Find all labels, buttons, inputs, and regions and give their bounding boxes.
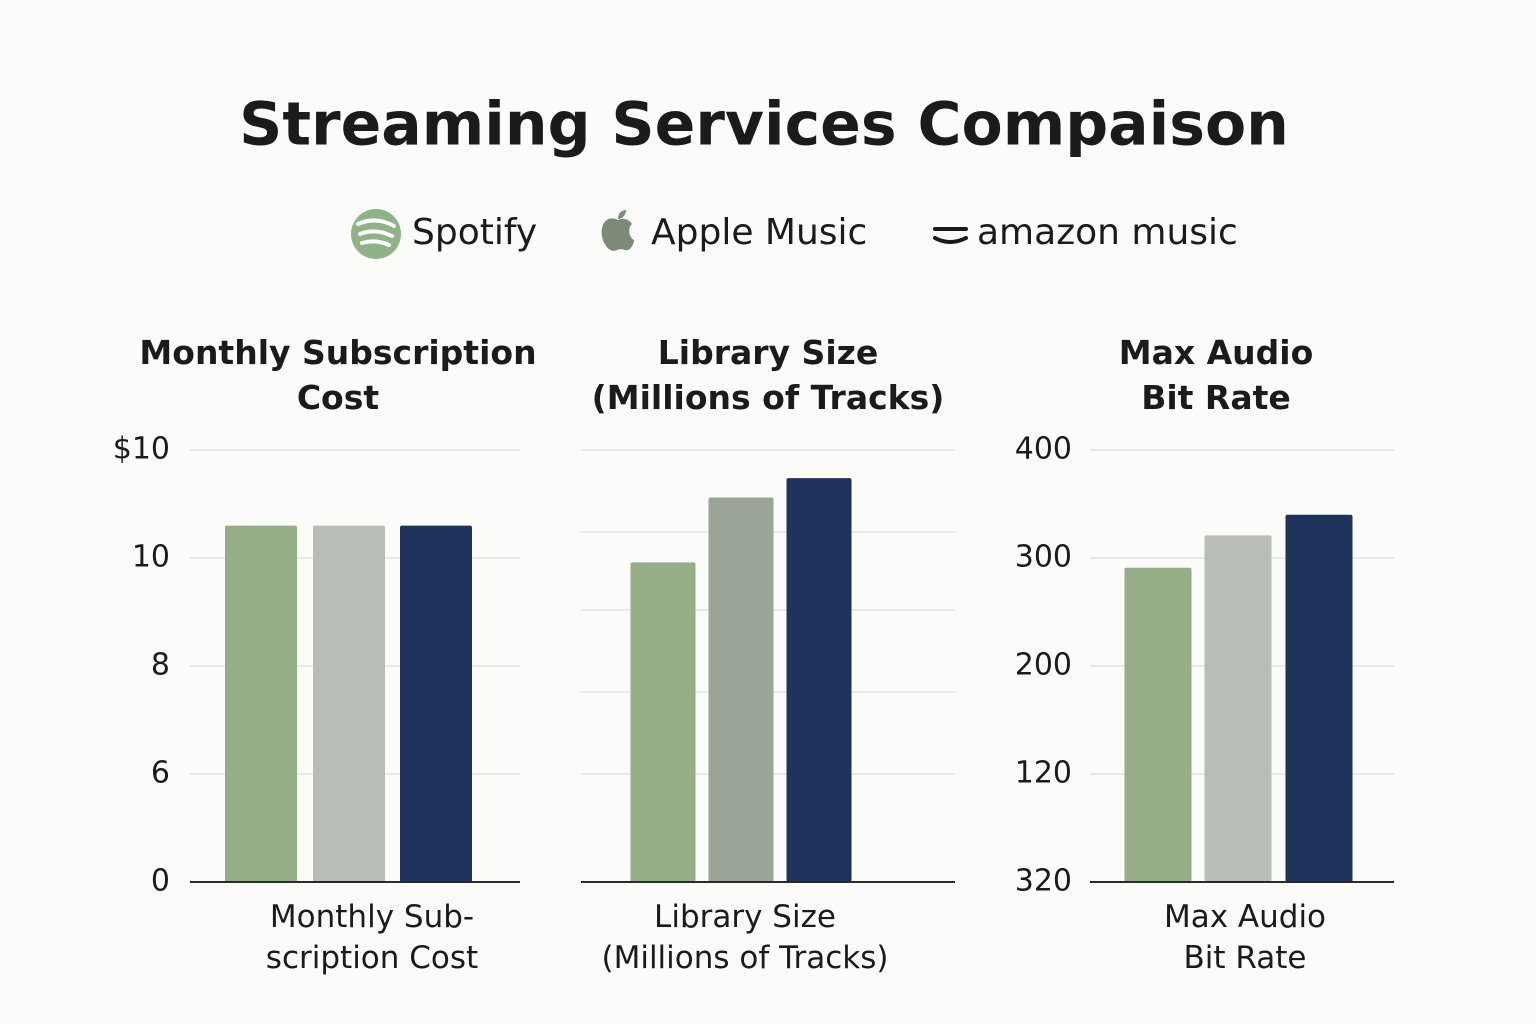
y-tick-label: 300 (1015, 540, 1072, 575)
y-tick-label: 200 (1015, 648, 1072, 683)
amazon-icon (933, 227, 968, 244)
chart-title: Library Size (Millions of Tracks) (591, 333, 945, 417)
x-axis-label: Max Audio Bit Rate (1163, 899, 1327, 976)
bar (630, 562, 696, 882)
bar (1285, 514, 1353, 882)
apple-icon (601, 210, 634, 251)
y-tick-label: 8 (151, 648, 170, 683)
y-tick-label: 120 (1015, 756, 1072, 791)
bar (1124, 567, 1192, 882)
bar (708, 497, 774, 882)
y-tick-label: 320 (1015, 864, 1072, 899)
page-title: Streaming Services Compaison (239, 90, 1289, 160)
x-axis-label: Library Size (Millions of Tracks) (601, 899, 889, 976)
y-tick-label: 10 (132, 540, 170, 575)
chart-title: Monthly Subscription Cost (139, 333, 537, 417)
bar (400, 525, 472, 882)
bar (225, 525, 297, 882)
legend-label: Apple Music (651, 212, 867, 253)
bar (1204, 535, 1272, 882)
bar (313, 525, 385, 882)
legend-label: Spotify (412, 212, 537, 253)
legend-label: amazon music (977, 212, 1238, 253)
y-tick-label: $10 (113, 432, 170, 467)
x-axis-label: Monthly Sub- scription Cost (265, 899, 479, 976)
y-tick-label: 6 (151, 756, 170, 791)
y-tick-label: 400 (1015, 432, 1072, 467)
bar (786, 478, 852, 882)
legend: Spotify Apple Music amazon music (351, 209, 1238, 259)
chart-title: Max Audio Bit Rate (1118, 333, 1314, 417)
y-tick-label: 0 (151, 864, 170, 899)
spotify-icon (351, 209, 401, 259)
